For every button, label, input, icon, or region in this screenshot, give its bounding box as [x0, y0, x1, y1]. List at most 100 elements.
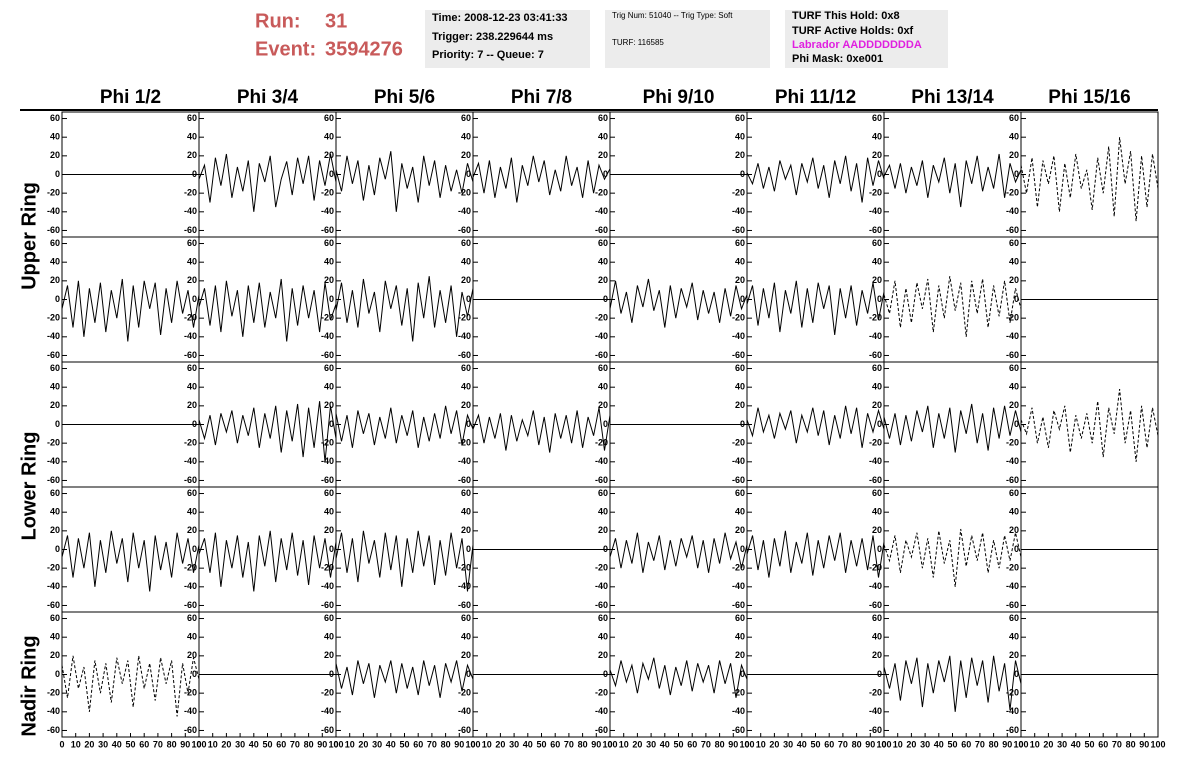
y-tick-label: 60 [50, 238, 60, 248]
x-tick-label: 50 [810, 739, 820, 749]
x-tick-label: 20 [906, 739, 916, 749]
y-tick-label: 20 [50, 525, 60, 535]
x-tick-label: 40 [934, 739, 944, 749]
x-tick-label: 50 [673, 739, 683, 749]
y-tick-label: 60 [1009, 113, 1019, 123]
x-tick-label: 60 [824, 739, 834, 749]
y-tick-label: -20 [184, 688, 197, 698]
y-tick-label: 0 [877, 669, 882, 679]
y-tick-label: -60 [869, 225, 882, 235]
y-tick-label: -60 [458, 225, 471, 235]
y-tick-label: 20 [735, 650, 745, 660]
y-tick-label: -60 [732, 225, 745, 235]
column-header: Phi 1/2 [100, 87, 161, 108]
y-tick-label: -40 [1006, 456, 1019, 466]
y-tick-label: 0 [603, 419, 608, 429]
y-tick-label: 60 [598, 113, 608, 123]
y-tick-label: -40 [1006, 206, 1019, 216]
y-tick-label: -60 [47, 725, 60, 735]
y-tick-label: -60 [321, 600, 334, 610]
x-tick-label: 30 [646, 739, 656, 749]
x-tick-label: 40 [1071, 739, 1081, 749]
x-tick-label: 60 [276, 739, 286, 749]
y-tick-label: 60 [872, 363, 882, 373]
y-tick-label: 60 [598, 363, 608, 373]
y-tick-label: 40 [461, 632, 471, 642]
y-tick-label: 0 [329, 169, 334, 179]
y-tick-label: 0 [740, 669, 745, 679]
y-tick-label: -20 [595, 313, 608, 323]
x-tick-label: 40 [797, 739, 807, 749]
y-tick-label: 40 [735, 132, 745, 142]
x-tick-label: 70 [290, 739, 300, 749]
x-tick-label: 10 [893, 739, 903, 749]
y-tick-label: 0 [192, 169, 197, 179]
x-tick-label: 70 [975, 739, 985, 749]
y-tick-label: 20 [598, 650, 608, 660]
y-tick-label: -40 [1006, 706, 1019, 716]
y-tick-label: 20 [187, 650, 197, 660]
y-tick-label: 40 [187, 507, 197, 517]
x-tick-label: 30 [98, 739, 108, 749]
y-tick-label: -20 [1006, 313, 1019, 323]
y-tick-label: -40 [47, 331, 60, 341]
y-tick-label: 0 [877, 419, 882, 429]
y-tick-label: -40 [184, 581, 197, 591]
column-header: Phi 5/6 [374, 87, 435, 108]
y-tick-label: 20 [1009, 650, 1019, 660]
y-tick-label: -60 [47, 225, 60, 235]
y-tick-label: -60 [458, 725, 471, 735]
y-tick-label: 60 [324, 363, 334, 373]
y-tick-label: -40 [732, 581, 745, 591]
x-tick-label: 60 [413, 739, 423, 749]
y-tick-label: 60 [187, 113, 197, 123]
y-tick-label: -40 [595, 331, 608, 341]
x-tick-label: 80 [441, 739, 451, 749]
y-tick-label: 60 [461, 113, 471, 123]
y-tick-label: 40 [598, 507, 608, 517]
y-tick-label: -60 [184, 600, 197, 610]
y-tick-label: 60 [598, 613, 608, 623]
y-tick-label: -40 [869, 706, 882, 716]
y-tick-label: -20 [47, 313, 60, 323]
y-tick-label: -20 [595, 438, 608, 448]
y-tick-label: -20 [732, 438, 745, 448]
waveform [198, 530, 337, 592]
x-tick-label: 30 [509, 739, 519, 749]
y-tick-label: -20 [732, 313, 745, 323]
x-tick-label: 40 [523, 739, 533, 749]
y-tick-label: -20 [595, 188, 608, 198]
y-tick-label: -60 [458, 350, 471, 360]
x-tick-label: 80 [715, 739, 725, 749]
waveform [1020, 137, 1159, 222]
y-tick-label: 60 [461, 238, 471, 248]
y-tick-label: 40 [735, 382, 745, 392]
y-tick-label: 20 [872, 275, 882, 285]
y-tick-label: 60 [461, 613, 471, 623]
y-tick-label: 60 [1009, 238, 1019, 248]
x-tick-label: 100 [602, 739, 617, 749]
x-tick-label: 100 [1013, 739, 1028, 749]
y-tick-label: 60 [1009, 363, 1019, 373]
y-tick-label: -40 [869, 456, 882, 466]
x-tick-label: 100 [1150, 739, 1165, 749]
y-tick-label: 60 [461, 488, 471, 498]
x-tick-label: 10 [345, 739, 355, 749]
y-tick-label: 0 [192, 294, 197, 304]
info-box [425, 10, 590, 68]
x-tick-label: 20 [1043, 739, 1053, 749]
y-tick-label: 60 [187, 613, 197, 623]
waveform [609, 278, 748, 328]
y-tick-label: -60 [458, 600, 471, 610]
waveform [1020, 389, 1159, 462]
info-text: TURF This Hold: 0x8 [792, 10, 900, 22]
y-tick-label: -40 [732, 456, 745, 466]
column-header: Phi 7/8 [511, 87, 572, 108]
y-tick-label: 0 [877, 544, 882, 554]
event-value: 3594276 [325, 38, 403, 60]
y-tick-label: 60 [50, 488, 60, 498]
y-tick-label: 0 [1014, 294, 1019, 304]
y-tick-label: -20 [595, 688, 608, 698]
y-tick-label: 60 [1009, 613, 1019, 623]
x-tick-label: 70 [564, 739, 574, 749]
